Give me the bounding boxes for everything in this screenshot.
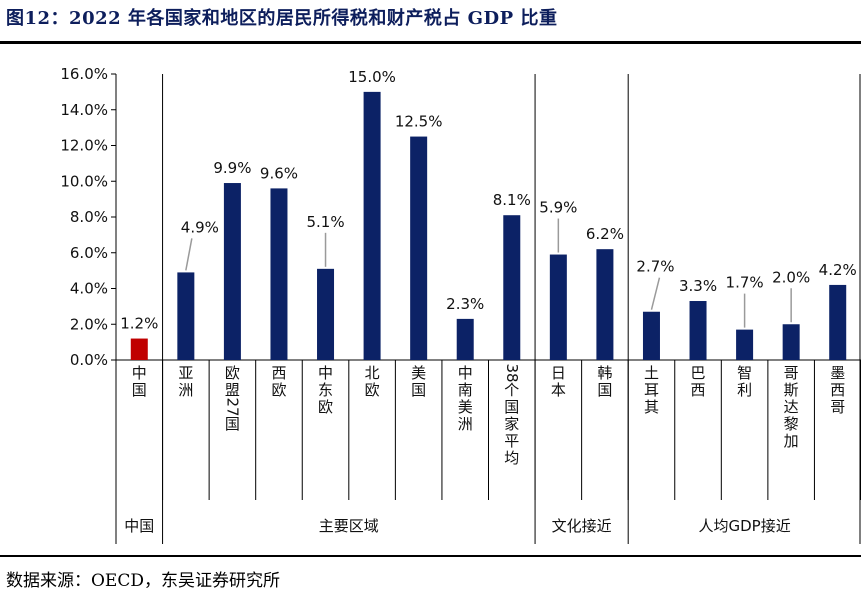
figure-title: 图12：2022 年各国家和地区的居民所得税和财产税占 GDP 比重 <box>6 8 558 29</box>
bar <box>642 311 660 360</box>
bar <box>549 254 567 360</box>
leader-line <box>650 277 661 310</box>
category-label: 盟 <box>225 381 240 399</box>
data-label: 8.1% <box>493 191 531 209</box>
source-rule <box>0 555 861 557</box>
data-label: 9.9% <box>213 159 251 177</box>
category-label: 中 <box>132 364 147 382</box>
category-label: 中 <box>318 364 333 382</box>
y-tick-label: 14.0% <box>60 101 108 119</box>
group-label: 主要区域 <box>319 517 379 535</box>
category-label: 欧 <box>225 364 240 382</box>
bar <box>456 318 474 360</box>
bar <box>689 301 707 360</box>
group-label: 文化接近 <box>552 517 612 535</box>
category-label: 韩 <box>597 364 612 382</box>
bar <box>177 272 195 360</box>
data-label: 2.7% <box>636 258 674 276</box>
category-label: 欧 <box>365 381 380 399</box>
category-label: 北 <box>365 364 380 382</box>
category-label: 其 <box>644 398 659 416</box>
category-label: 斯 <box>784 381 799 399</box>
bar <box>363 91 381 360</box>
data-label: 6.2% <box>586 225 624 243</box>
category-label: 国 <box>597 381 612 399</box>
data-label: 4.9% <box>181 218 219 236</box>
category-label: 38 <box>503 363 521 382</box>
data-label: 9.6% <box>260 164 298 182</box>
category-label: 黎 <box>784 415 799 433</box>
bar <box>736 329 754 360</box>
category-label: 南 <box>458 381 473 399</box>
y-tick-label: 8.0% <box>70 208 108 226</box>
category-label: 西 <box>830 381 845 399</box>
y-tick-label: 2.0% <box>70 315 108 333</box>
category-label: 耳 <box>644 381 659 399</box>
data-label: 5.1% <box>306 213 344 231</box>
data-label: 1.2% <box>120 315 158 333</box>
y-tick-label: 16.0% <box>60 65 108 83</box>
data-label: 3.3% <box>679 277 717 295</box>
source-note: 数据来源：OECD，东吴证券研究所 <box>6 571 280 591</box>
category-label: 国 <box>504 398 519 416</box>
category-label: 东 <box>318 381 333 399</box>
y-tick-label: 4.0% <box>70 280 108 298</box>
leader-line <box>185 238 193 271</box>
title-rule <box>0 41 861 44</box>
category-label: 本 <box>551 381 566 399</box>
bar <box>410 136 428 360</box>
category-label: 利 <box>737 381 752 399</box>
category-label: 哥 <box>784 364 799 382</box>
category-label: 美 <box>458 398 473 416</box>
category-label: 智 <box>737 364 752 382</box>
category-label: 日 <box>551 364 566 382</box>
bar <box>782 324 800 360</box>
category-label: 欧 <box>318 398 333 416</box>
category-label: 洲 <box>178 381 193 399</box>
group-label: 人均GDP接近 <box>698 517 790 535</box>
category-label: 巴 <box>691 364 706 382</box>
category-label: 家 <box>504 415 519 433</box>
y-tick-label: 12.0% <box>60 137 108 155</box>
category-label: 国 <box>411 381 426 399</box>
bar <box>317 268 335 360</box>
bar <box>596 249 614 360</box>
category-label: 洲 <box>458 415 473 433</box>
category-label: 土 <box>644 364 659 382</box>
category-label: 美 <box>411 364 426 382</box>
category-label: 平 <box>504 432 519 450</box>
data-label: 15.0% <box>348 68 396 86</box>
category-label: 中 <box>458 364 473 382</box>
category-label: 27 <box>223 397 241 416</box>
category-label: 亚 <box>178 364 193 382</box>
bar <box>829 284 847 360</box>
category-label: 欧 <box>271 381 286 399</box>
bar <box>130 338 148 360</box>
data-label: 4.2% <box>819 261 857 279</box>
data-label: 2.0% <box>772 268 810 286</box>
data-label: 5.9% <box>539 199 577 217</box>
y-tick-label: 0.0% <box>70 351 108 369</box>
data-label: 2.3% <box>446 295 484 313</box>
bar <box>503 215 521 360</box>
category-label: 哥 <box>830 398 845 416</box>
bar <box>223 183 241 360</box>
category-label: 均 <box>504 449 519 467</box>
category-label: 西 <box>271 364 286 382</box>
y-tick-label: 10.0% <box>60 172 108 190</box>
y-tick-label: 6.0% <box>70 244 108 262</box>
category-label: 加 <box>784 432 799 450</box>
category-label: 西 <box>691 381 706 399</box>
data-label: 1.7% <box>726 274 764 292</box>
group-label: 中国 <box>124 517 154 535</box>
category-label: 达 <box>784 398 799 416</box>
bar <box>270 188 288 360</box>
category-label: 个 <box>504 381 519 399</box>
category-label: 墨 <box>830 364 845 382</box>
category-label: 国 <box>132 381 147 399</box>
category-label: 国 <box>225 415 240 433</box>
data-label: 12.5% <box>395 113 443 131</box>
